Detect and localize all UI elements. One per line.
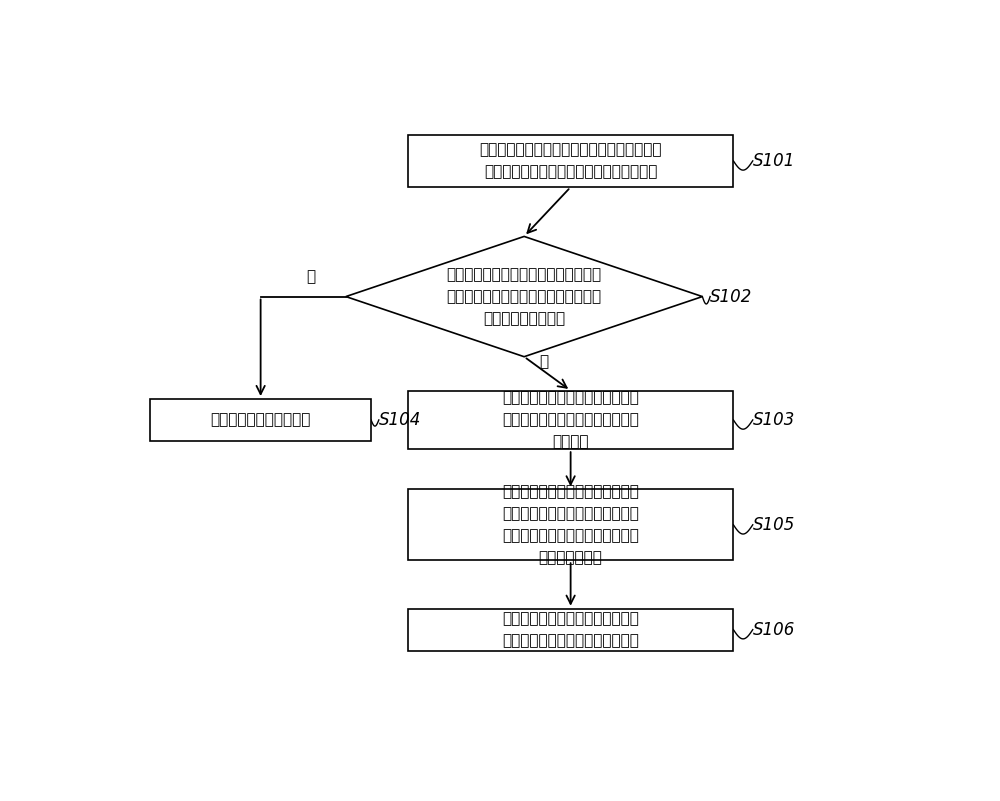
- Text: 所述基于区块链的电力交易平台从
所述用户的登录账号中扣除所述目
标金额值: 所述基于区块链的电力交易平台从 所述用户的登录账号中扣除所述目 标金额值: [502, 390, 639, 449]
- Text: S105: S105: [753, 516, 795, 533]
- FancyBboxPatch shape: [150, 399, 371, 441]
- Polygon shape: [346, 236, 702, 356]
- Text: S103: S103: [753, 411, 795, 429]
- Text: 所述基于区块链的电力交易平台将
所述匹配信息发送到所述发电设备: 所述基于区块链的电力交易平台将 所述匹配信息发送到所述发电设备: [502, 611, 639, 648]
- Text: S106: S106: [753, 621, 795, 638]
- FancyBboxPatch shape: [408, 135, 733, 187]
- Text: 否: 否: [306, 269, 316, 284]
- FancyBboxPatch shape: [408, 609, 733, 650]
- Text: S104: S104: [379, 411, 421, 429]
- Text: 是: 是: [540, 354, 549, 368]
- Text: S101: S101: [753, 152, 795, 170]
- Text: 所述基于区块链的电力交易平台判断所
述用户的登录账号中预存金额值是否大
于或等于目标金额值: 所述基于区块链的电力交易平台判断所 述用户的登录账号中预存金额值是否大 于或等于…: [447, 267, 602, 326]
- FancyBboxPatch shape: [408, 391, 733, 449]
- Text: 在用户的登录账号处于登录状态时，基于区块
链的电力交易平台接收所述用户的购电需求: 在用户的登录账号处于登录状态时，基于区块 链的电力交易平台接收所述用户的购电需求: [479, 143, 662, 179]
- Text: 生成并显示余额不足信息: 生成并显示余额不足信息: [210, 413, 311, 428]
- Text: 所述基于区块链的电力交易平台依
据输电合约，从发电设备库中匹配
出对应所述购电需求的发电设备，
并生成匹配信息: 所述基于区块链的电力交易平台依 据输电合约，从发电设备库中匹配 出对应所述购电需…: [502, 484, 639, 566]
- Text: S102: S102: [710, 288, 753, 305]
- FancyBboxPatch shape: [408, 489, 733, 560]
